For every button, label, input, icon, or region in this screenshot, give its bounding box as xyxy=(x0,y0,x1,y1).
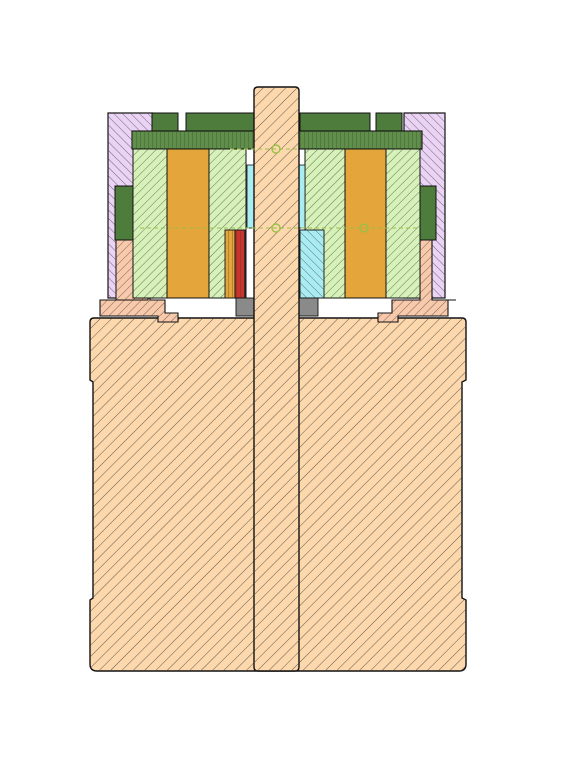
left-magnet xyxy=(166,148,210,299)
gray-spacers xyxy=(235,297,319,317)
blue-sleeve-left xyxy=(246,164,255,229)
red-insert xyxy=(224,229,246,299)
construction-point xyxy=(271,223,281,233)
center-shaft xyxy=(253,86,300,672)
construction-point xyxy=(359,223,369,233)
right-magnet xyxy=(344,148,387,299)
construction-point xyxy=(271,144,281,154)
cyan-insert xyxy=(299,229,325,299)
right-light-green xyxy=(304,148,421,299)
left-light-green xyxy=(132,148,247,299)
construction-lines xyxy=(140,144,420,233)
top-cover xyxy=(114,112,437,241)
